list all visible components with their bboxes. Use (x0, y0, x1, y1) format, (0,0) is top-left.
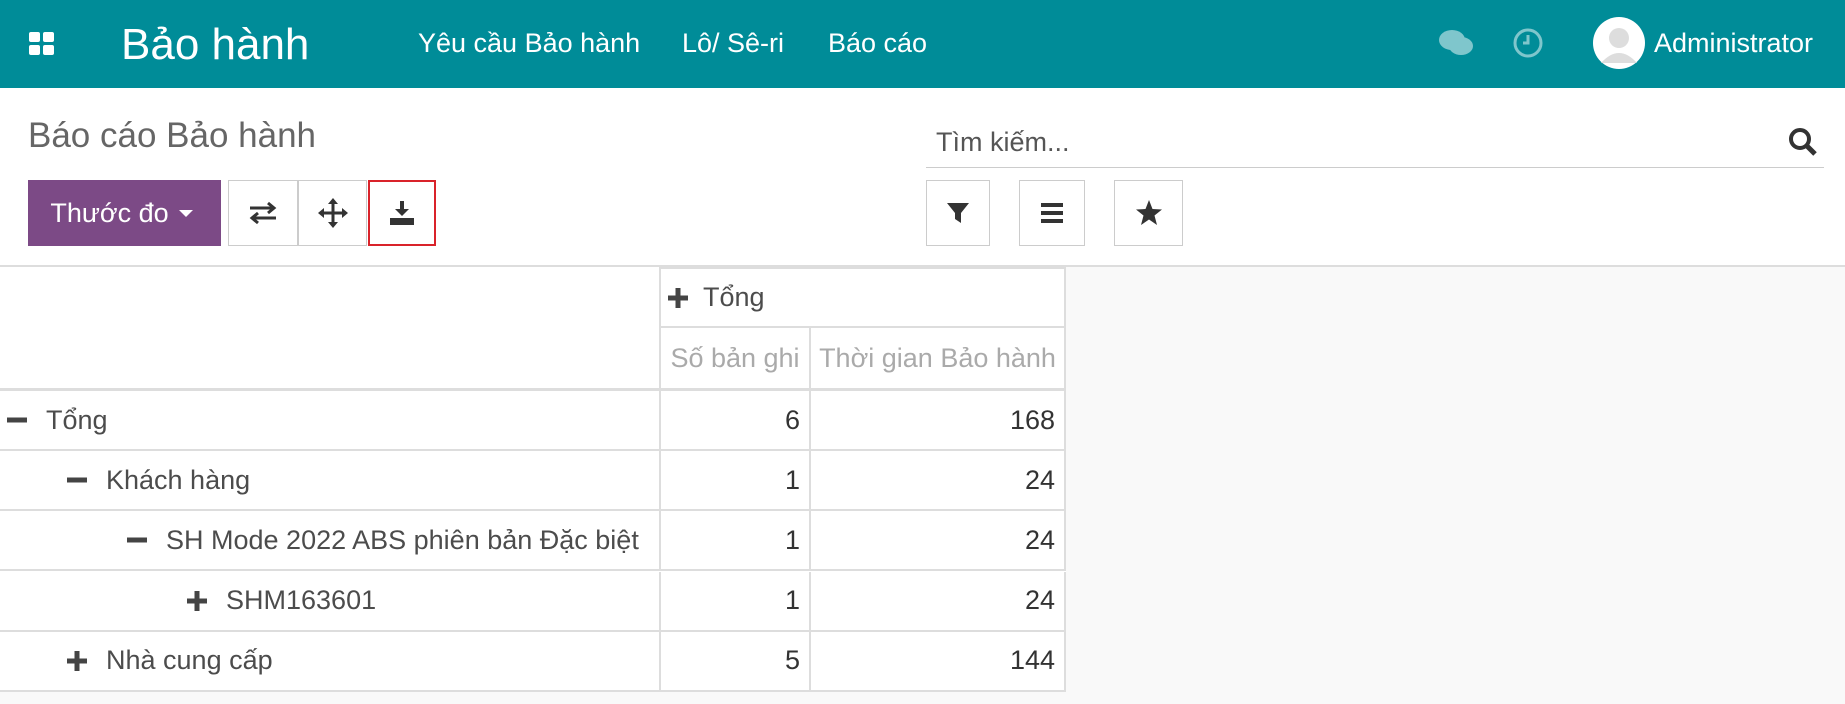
favorites-button[interactable] (1114, 180, 1183, 246)
collapse-icon[interactable] (66, 468, 96, 492)
expand-all-button[interactable] (298, 180, 367, 246)
column-header: Tổng (659, 267, 1066, 328)
collapse-icon[interactable] (6, 408, 36, 432)
caret (178, 210, 193, 217)
navbar: Bảo hành Yêu cầu Bảo hành Lô/ Sê-ri Báo … (0, 0, 1845, 88)
expand-icon[interactable] (667, 286, 697, 310)
pivot-table: Tổng Số bản ghi Thời gian Bảo hành Tổng 6 168… (0, 267, 1066, 692)
row-header: SHM163601 (0, 572, 659, 632)
measures-button[interactable]: Thước đo (28, 180, 221, 246)
collapse-icon[interactable] (126, 528, 156, 552)
row-label[interactable]: SHM163601 (226, 585, 377, 616)
search-placeholder: Tìm kiếm... (936, 127, 1070, 157)
column-header-label[interactable]: Tổng (703, 282, 765, 312)
measure-header: Thời gian Bảo hành (809, 328, 1066, 391)
app-title: Bảo hành (121, 20, 310, 69)
duration-cell: 24 (809, 571, 1066, 632)
apps-icon[interactable] (29, 32, 55, 56)
search-box[interactable]: Tìm kiếm... (926, 125, 1824, 168)
breadcrumb: Báo cáo Bảo hành (28, 116, 317, 155)
row-label[interactable]: SH Mode 2022 ABS phiên bản Đặc biệt (166, 524, 639, 555)
measures-label: Thước đo (50, 197, 169, 228)
user-name[interactable]: Administrator (1654, 28, 1814, 58)
row-label[interactable]: Nhà cung cấp (106, 645, 273, 676)
search-icon[interactable] (1788, 127, 1818, 157)
row-header: SH Mode 2022 ABS phiên bản Đặc biệt (0, 511, 659, 572)
expand-icon[interactable] (66, 649, 96, 673)
chat-icon[interactable] (1438, 28, 1474, 58)
corner (0, 267, 659, 391)
measure-header: Số bản ghi (659, 328, 809, 391)
duration-cell: 168 (809, 391, 1066, 451)
count-cell: 1 (659, 511, 809, 572)
groupby-button[interactable] (1019, 180, 1085, 246)
row-label[interactable]: Khách hàng (106, 464, 251, 495)
download-button[interactable] (368, 180, 436, 246)
menu-item[interactable]: Lô/ Sê-ri (682, 28, 785, 58)
row-header: Nhà cung cấp (0, 632, 659, 692)
count-cell: 6 (659, 391, 809, 451)
count-cell: 1 (659, 451, 809, 512)
row-label[interactable]: Tổng (46, 404, 108, 435)
duration-cell: 144 (809, 631, 1066, 692)
control-panel: Báo cáo Bảo hành Tìm kiếm... Thước đo (0, 88, 1845, 267)
flip-axis-button[interactable] (228, 180, 298, 246)
row-header: Tổng (0, 391, 659, 451)
menu-item[interactable]: Yêu cầu Bảo hành (418, 28, 641, 58)
expand-icon[interactable] (186, 589, 216, 613)
duration-cell: 24 (809, 451, 1066, 512)
row-header: Khách hàng (0, 451, 659, 512)
menu-item[interactable]: Báo cáo (828, 28, 928, 58)
count-cell: 1 (659, 571, 809, 632)
avatar[interactable] (1593, 17, 1645, 69)
count-cell: 5 (659, 631, 809, 692)
activity-icon[interactable] (1512, 27, 1544, 59)
filter-button[interactable] (926, 180, 990, 246)
duration-cell: 24 (809, 511, 1066, 572)
